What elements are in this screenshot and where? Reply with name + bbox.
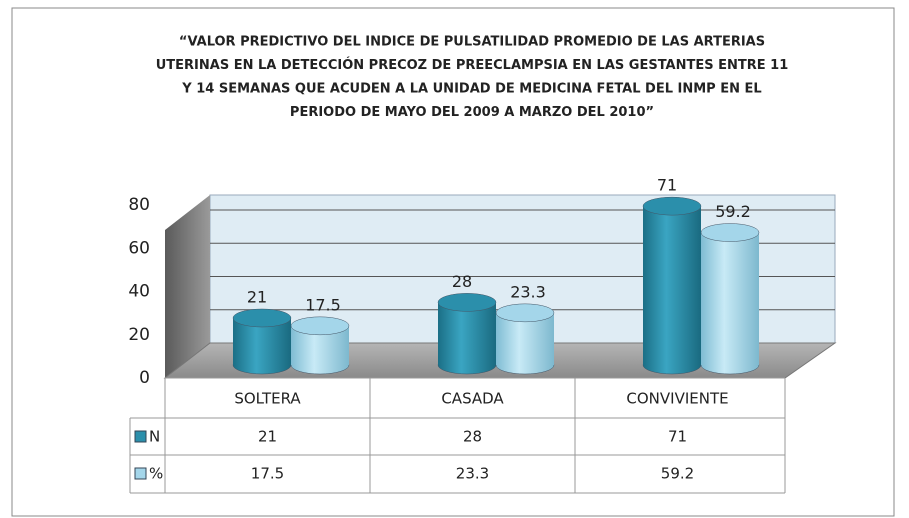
chart-title: “VALOR PREDICTIVO DEL INDICE DE PULSATIL… bbox=[179, 35, 765, 50]
bar bbox=[438, 302, 496, 365]
cylinder-top bbox=[642, 196, 702, 216]
y-tick-label: 0 bbox=[139, 368, 150, 388]
bar bbox=[701, 232, 759, 365]
legend-key bbox=[134, 430, 147, 443]
y-tick-label: 60 bbox=[128, 238, 150, 258]
table-cell: 23.3 bbox=[456, 465, 489, 483]
value-label: 71 bbox=[657, 176, 677, 195]
value-label: 21 bbox=[247, 288, 267, 307]
category-label: CONVIVIENTE bbox=[626, 390, 728, 408]
value-label: 28 bbox=[452, 272, 472, 291]
chart-title: Y 14 SEMANAS QUE ACUDEN A LA UNIDAD DE M… bbox=[181, 82, 761, 97]
data-table bbox=[129, 377, 786, 494]
side-wall bbox=[165, 195, 210, 378]
value-label: 17.5 bbox=[305, 295, 341, 314]
legend-label: % bbox=[149, 465, 163, 483]
y-tick-label: 80 bbox=[128, 195, 150, 215]
table-cell: 59.2 bbox=[661, 465, 694, 483]
cylinder-top bbox=[232, 308, 292, 328]
table-cell: 28 bbox=[463, 428, 482, 446]
value-label: 59.2 bbox=[715, 202, 751, 221]
cylinder-top bbox=[437, 293, 497, 312]
table-cell: 71 bbox=[668, 428, 687, 446]
category-label: SOLTERA bbox=[234, 390, 301, 408]
table-cell: 17.5 bbox=[251, 465, 284, 483]
table-cell: 21 bbox=[258, 428, 277, 446]
cylinder-top bbox=[290, 316, 350, 336]
chart-title: UTERINAS EN LA DETECCIÓN PRECOZ DE PREEC… bbox=[156, 57, 789, 73]
legend-key bbox=[134, 467, 147, 480]
category-label: CASADA bbox=[441, 390, 504, 408]
y-tick-label: 40 bbox=[128, 282, 150, 302]
frame bbox=[11, 7, 895, 517]
cylinder-top bbox=[700, 223, 760, 242]
y-tick-label: 20 bbox=[128, 325, 150, 345]
value-label: 23.3 bbox=[510, 282, 546, 301]
chart-title: PERIODO DE MAYO DEL 2009 A MARZO DEL 201… bbox=[290, 105, 654, 120]
legend-label: N bbox=[149, 428, 160, 446]
bar bbox=[643, 206, 701, 365]
cylinder-top bbox=[495, 303, 555, 323]
